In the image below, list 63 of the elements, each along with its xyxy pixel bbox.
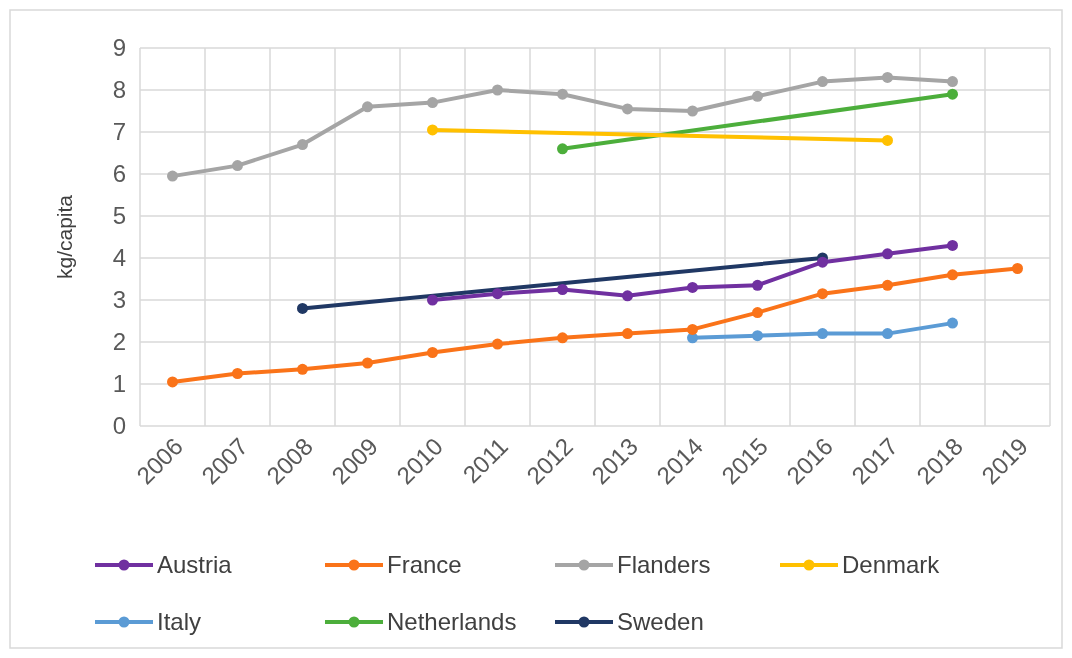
y-axis-title: kg/capita (53, 194, 76, 280)
point (687, 281, 698, 293)
point (297, 302, 308, 314)
point (427, 124, 438, 136)
y-tick-label: 1 (112, 370, 126, 397)
point (947, 269, 958, 281)
point (492, 288, 503, 300)
legend-label: Denmark (842, 551, 941, 578)
point (557, 143, 568, 155)
point (427, 347, 438, 358)
point (297, 139, 308, 151)
point (362, 101, 373, 113)
point (492, 338, 503, 350)
legend-label: Sweden (617, 608, 704, 635)
point (687, 323, 698, 335)
point (882, 248, 893, 260)
point (882, 134, 893, 146)
point (297, 363, 308, 375)
y-tick-label: 9 (112, 34, 126, 61)
point (752, 330, 763, 342)
point (557, 88, 568, 100)
point (817, 288, 828, 300)
point (232, 368, 243, 379)
y-tick-label: 3 (112, 286, 126, 313)
legend-label: Austria (157, 551, 233, 578)
point (232, 160, 243, 172)
point (1012, 263, 1023, 274)
point (817, 256, 828, 268)
point (622, 328, 633, 340)
point (817, 328, 828, 340)
point (622, 103, 633, 115)
point (557, 332, 568, 344)
point (167, 376, 178, 388)
y-tick-label: 6 (112, 160, 126, 187)
point (947, 76, 958, 88)
point (947, 239, 958, 251)
y-tick-label: 2 (112, 328, 126, 355)
point (882, 71, 893, 83)
point (427, 294, 438, 306)
point (427, 97, 438, 109)
y-tick-label: 7 (112, 118, 126, 145)
point (752, 307, 763, 319)
point (167, 170, 178, 182)
point (622, 290, 633, 302)
legend-label: Flanders (617, 551, 711, 578)
legend-label: France (387, 551, 462, 578)
point (362, 357, 373, 369)
y-tick-label: 0 (112, 412, 126, 439)
y-tick-label: 4 (112, 244, 126, 271)
point (557, 284, 568, 295)
point (947, 88, 958, 100)
point (947, 317, 958, 329)
legend-label: Italy (157, 608, 202, 635)
point (492, 84, 503, 96)
point (882, 328, 893, 340)
y-tick-label: 8 (112, 76, 126, 103)
point (817, 76, 828, 88)
point (882, 279, 893, 291)
point (752, 279, 763, 291)
legend-label: Netherlands (387, 608, 517, 635)
y-tick-label: 5 (112, 202, 126, 229)
point (752, 90, 763, 102)
point (687, 105, 698, 117)
